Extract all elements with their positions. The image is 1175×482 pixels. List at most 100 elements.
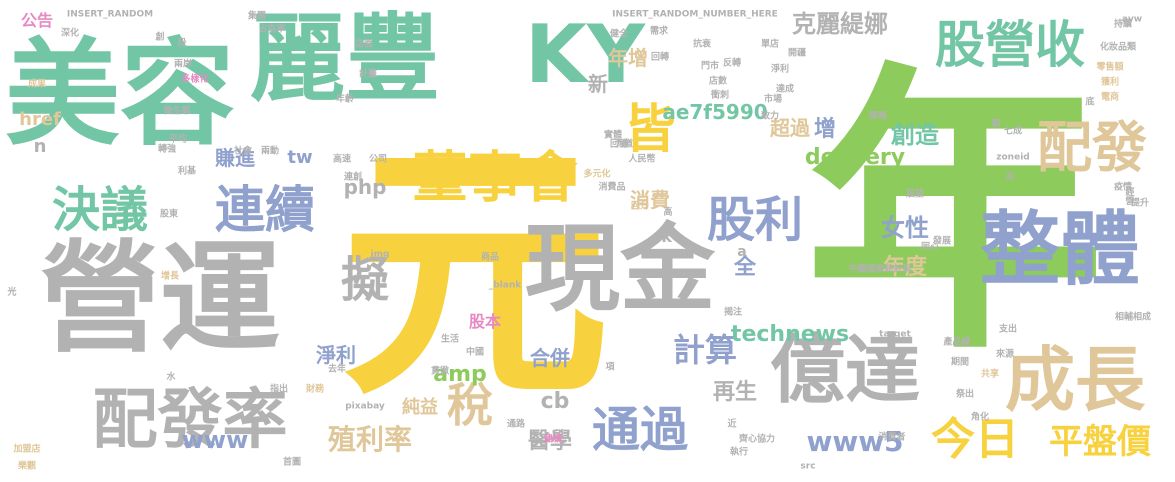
word-11: 董事會 — [412, 145, 578, 210]
word-108: 高速 — [332, 154, 352, 165]
word-81: 樂觀 — [17, 461, 37, 472]
word-5: KY — [525, 8, 645, 101]
word-56: INSERT_RANDOM — [66, 9, 154, 20]
word-99: 深化 — [60, 28, 80, 39]
word-37: php — [343, 175, 387, 199]
word-27: www5 — [806, 425, 904, 458]
word-16: 皆 — [623, 100, 677, 160]
word-30: 克麗緹娜 — [792, 10, 888, 38]
word-152: 水 — [166, 372, 176, 383]
word-113: 力道 — [614, 139, 634, 150]
word-120: 發展 — [932, 236, 952, 247]
word-17: 擬 — [340, 252, 390, 308]
word-32: 年度 — [882, 255, 928, 280]
word-74: 消費者 — [878, 432, 906, 443]
word-133: 反轉 — [722, 58, 742, 69]
word-128: 策略 — [868, 111, 888, 122]
word-91: img — [370, 249, 390, 260]
word-145: 段 — [177, 38, 187, 49]
word-51: 公告 — [20, 11, 54, 30]
word-136: 門市 — [700, 61, 720, 72]
word-87: 生活 — [440, 334, 460, 345]
word-23: 計算 — [672, 331, 738, 369]
word-150: 建構 — [543, 434, 563, 445]
word-67: 支出 — [998, 324, 1018, 335]
word-148: 高 — [663, 207, 673, 218]
word-112: 回穩 — [609, 139, 629, 150]
word-58: 持續 — [1113, 19, 1133, 30]
word-84: 指出 — [269, 384, 289, 395]
word-98: 多樣化 — [181, 74, 209, 85]
word-12: 連續 — [215, 181, 315, 239]
word-19: 稅 — [447, 378, 493, 432]
word-78: target — [879, 329, 911, 340]
word-28: www — [181, 426, 249, 454]
word-43: 消費 — [630, 188, 670, 212]
word-119: 中國國家統計局 — [848, 264, 912, 275]
word-4: 麗豐 — [249, 4, 441, 115]
word-54: ck — [651, 227, 673, 246]
word-73: 角化 — [970, 412, 990, 423]
word-111: 實體 — [603, 130, 623, 141]
word-22: 平盤價 — [1049, 422, 1151, 462]
word-105: 微生態 — [163, 106, 191, 117]
word-137: 單店 — [760, 39, 780, 50]
word-121: 同心 — [920, 242, 940, 253]
word-47: 年增 — [608, 46, 648, 70]
word-8: 億達 — [769, 325, 921, 414]
word-117: 回升 — [630, 201, 650, 212]
word-62: 電商 — [1100, 92, 1120, 103]
word-50: tw — [287, 147, 313, 168]
word-147: 近 — [727, 419, 737, 430]
word-77: src — [800, 461, 816, 472]
word-38: cb — [540, 389, 570, 414]
word-20: 通過 — [591, 402, 689, 458]
word-31: 女性 — [881, 214, 929, 242]
word-88: 中國 — [465, 347, 485, 358]
word-53: n — [33, 136, 47, 157]
word-2: 營運 — [40, 230, 280, 369]
word-66: 相輔相成 — [1114, 312, 1152, 323]
word-63: 疫情 — [1113, 182, 1133, 193]
word-72: 祭出 — [955, 389, 975, 400]
word-26: delivery — [804, 145, 906, 170]
word-122: 展望 — [905, 189, 925, 200]
word-60: 零售額 — [1096, 62, 1124, 73]
word-93: 利基 — [177, 166, 197, 177]
word-57: INSERT_RANDOM_NUMBER_HERE — [612, 9, 778, 20]
word-115: 人民幣 — [628, 154, 656, 165]
word-79: 首圖 — [282, 457, 302, 468]
word-55: a — [737, 244, 747, 260]
word-64: 提升 — [1130, 198, 1150, 209]
word-25: technews — [730, 322, 850, 347]
word-14: 股營收 — [935, 16, 1085, 74]
word-6: 現金 — [524, 214, 716, 325]
word-7: 整體 — [980, 203, 1140, 296]
word-52: href — [19, 109, 61, 130]
word-153: 光 — [7, 287, 17, 298]
word-101: 占有率 — [258, 24, 286, 35]
word-146: 項 — [605, 362, 615, 373]
word-107: 兩動 — [260, 146, 280, 157]
word-39: 淨利 — [316, 343, 356, 367]
word-149: 通路 — [506, 419, 526, 430]
word-41: 股本 — [468, 312, 502, 331]
word-18: 股利 — [706, 192, 804, 248]
word-49: 增 — [813, 117, 837, 142]
word-134: 店數 — [708, 76, 728, 87]
word-132: 衝刺 — [710, 90, 730, 101]
word-127: 底 — [1085, 97, 1095, 108]
word-45: 賺進 — [215, 146, 255, 170]
word-69: 共享 — [980, 369, 1000, 380]
word-24: 殖利率 — [327, 423, 413, 456]
word-109: 連創 — [343, 172, 363, 183]
word-44: 超過 — [770, 116, 810, 140]
word-80: 加盟店 — [13, 444, 41, 455]
word-110: 公司 — [368, 154, 388, 165]
word-143: avw — [1121, 14, 1143, 25]
word-90: _blank — [488, 280, 522, 291]
word-142: 健全 — [609, 29, 629, 40]
word-65: 經營 — [1123, 187, 1134, 205]
word-130: 市場 — [763, 94, 783, 105]
word-140: 抗衰 — [692, 39, 712, 50]
